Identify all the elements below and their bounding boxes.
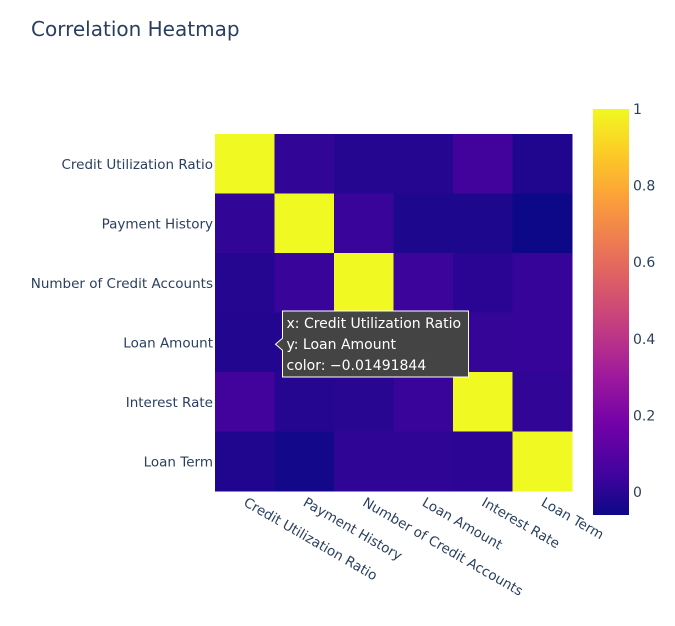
heatmap-cell-r0-c0[interactable]: [215, 134, 275, 194]
heatmap-cell-r0-c2[interactable]: [334, 134, 394, 194]
heatmap-cell-r1-c2[interactable]: [334, 193, 394, 254]
heatmap-cell-r4-c4[interactable]: [453, 372, 513, 432]
heatmap-cell-r2-c1[interactable]: [274, 253, 335, 313]
heatmap-cell-r2-c2[interactable]: [334, 253, 394, 313]
heatmap-cell-r4-c0[interactable]: [215, 372, 275, 432]
heatmap-cell-r4-c3[interactable]: [393, 372, 454, 432]
colorbar-tick-label: 0.6: [633, 255, 655, 271]
heatmap-cell-r2-c5[interactable]: [512, 253, 573, 313]
colorbar-tick-label: 0.2: [633, 408, 655, 424]
chart-title: Correlation Heatmap: [31, 17, 240, 41]
tooltip-line: color: −0.01491844: [287, 358, 427, 374]
y-axis-ticks: Credit Utilization Ratio Payment History N…: [31, 157, 213, 471]
heatmap-cell-r5-c5[interactable]: [512, 431, 573, 492]
tooltip-line: x: Credit Utilization Ratio: [287, 316, 462, 332]
heatmap-cell-r4-c5[interactable]: [512, 372, 573, 432]
colorbar: [593, 109, 629, 515]
heatmap-cell-r5-c3[interactable]: [393, 431, 454, 492]
y-tick-label: Payment History: [102, 216, 213, 232]
y-tick-label: Credit Utilization Ratio: [62, 157, 214, 173]
y-tick-label: Interest Rate: [126, 395, 213, 411]
heatmap-cell-r5-c2[interactable]: [334, 431, 394, 492]
heatmap-cell-r1-c4[interactable]: [453, 193, 513, 254]
colorbar-tick-label: 0.4: [633, 332, 655, 348]
heatmap-cell-r1-c3[interactable]: [393, 193, 454, 254]
hover-tooltip: x: Credit Utilization Ratio y: Loan Amoun…: [274, 310, 469, 378]
heatmap-cell-r2-c0[interactable]: [215, 253, 275, 313]
colorbar-tick-label: 0: [633, 485, 642, 501]
heatmap-cell-r0-c1[interactable]: [274, 134, 335, 194]
heatmap-cell-r3-c0[interactable]: [215, 312, 275, 373]
y-tick-label: Loan Amount: [123, 335, 213, 351]
tooltip-box: [274, 310, 469, 378]
heatmap-cell-r1-c0[interactable]: [215, 193, 275, 254]
heatmap-cell-r3-c5[interactable]: [512, 312, 573, 373]
tooltip-line: y: Loan Amount: [287, 337, 397, 353]
heatmap-cell-r4-c2[interactable]: [334, 372, 394, 432]
colorbar-tick-label: 1: [633, 102, 642, 118]
heatmap-cell-r0-c5[interactable]: [512, 134, 573, 194]
y-tick-label: Number of Credit Accounts: [31, 276, 213, 292]
heatmap-cell-r5-c1[interactable]: [274, 431, 335, 492]
colorbar-ticks: 0 0.2 0.4 0.6 0.8 1: [633, 102, 655, 501]
heatmap-cell-r2-c4[interactable]: [453, 253, 513, 313]
colorbar-tick-label: 0.8: [633, 179, 655, 195]
heatmap-cell-r1-c1[interactable]: [274, 193, 335, 254]
y-tick-label: Loan Term: [144, 454, 213, 470]
heatmap-cell-r0-c4[interactable]: [453, 134, 513, 194]
heatmap-cell-r2-c3[interactable]: [393, 253, 454, 313]
heatmap-cell-r0-c3[interactable]: [393, 134, 454, 194]
heatmap-cell-r5-c4[interactable]: [453, 431, 513, 492]
heatmap-cell-r4-c1[interactable]: [274, 372, 335, 432]
heatmap-cell-r5-c0[interactable]: [215, 431, 275, 492]
heatmap-cell-r1-c5[interactable]: [512, 193, 573, 254]
